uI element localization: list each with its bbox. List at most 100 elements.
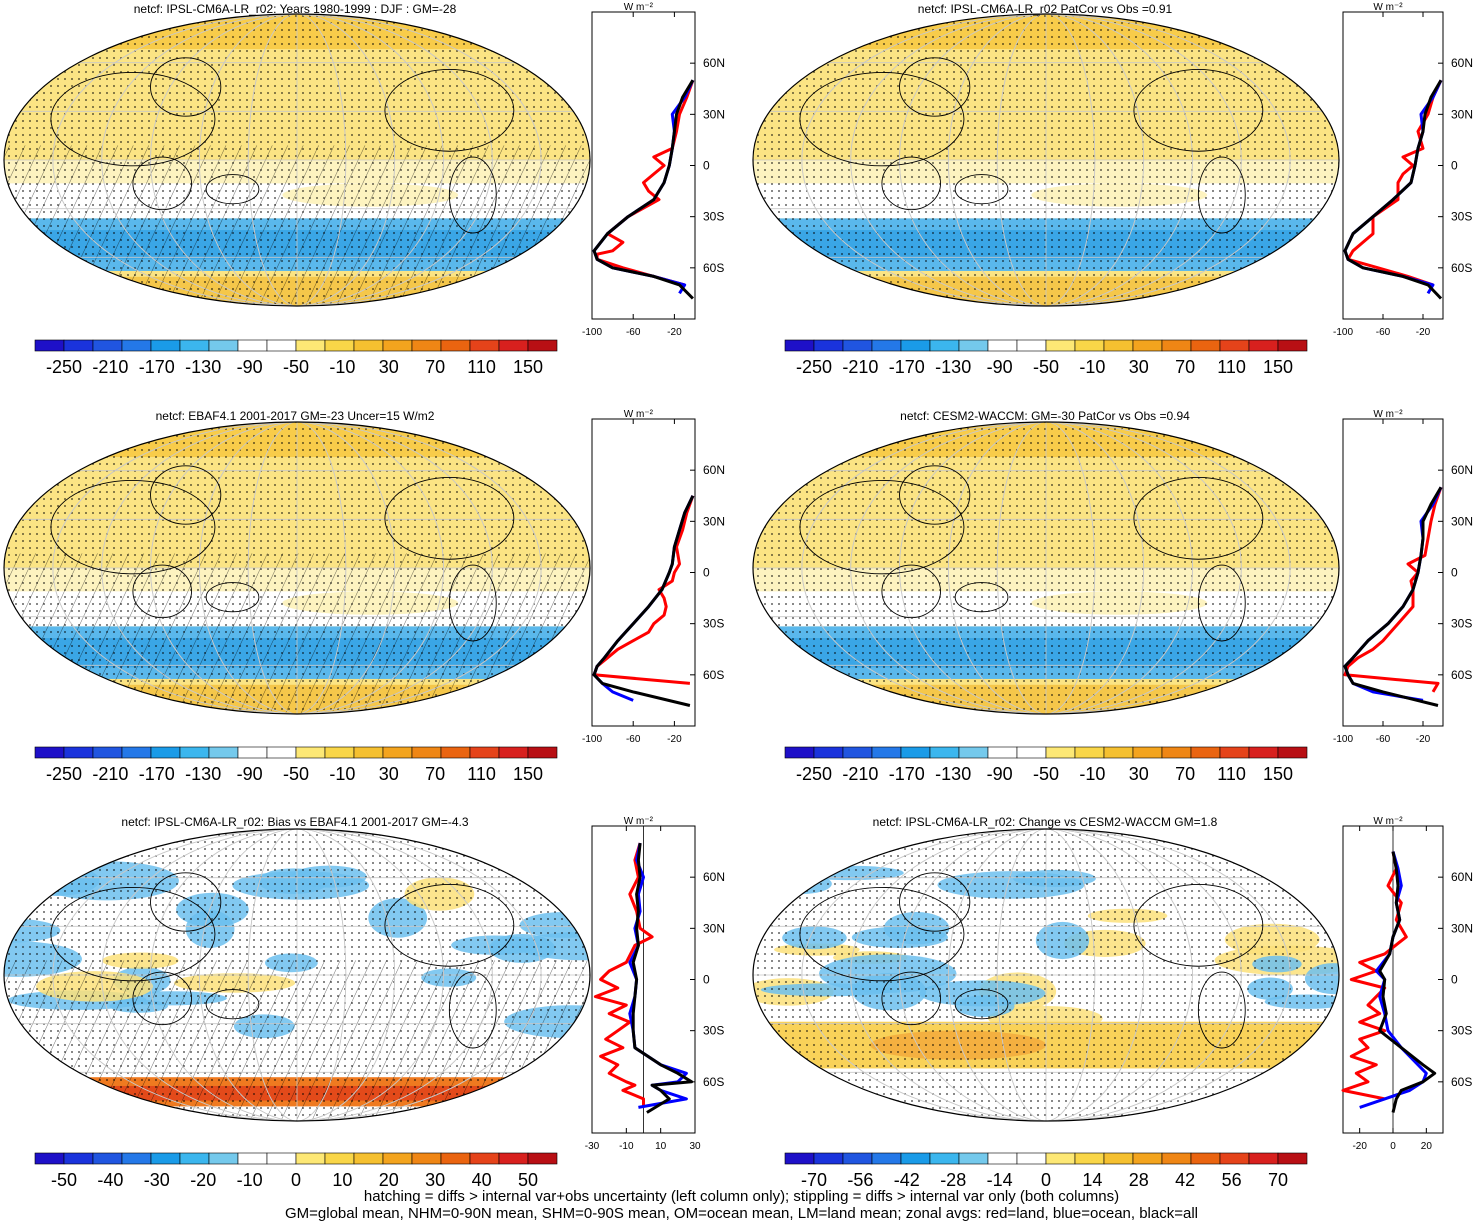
coastline <box>448 156 497 234</box>
colorbar-swatch <box>208 339 239 352</box>
colorbar-tick-label: -28 <box>940 1170 966 1190</box>
colorbar-swatch <box>1103 339 1134 352</box>
colorbar-tick-label: 0 <box>291 1170 301 1190</box>
colorbar-tick-label: -90 <box>987 357 1013 377</box>
zonal-series-line <box>1341 851 1408 1101</box>
panel-2: -250 -210 -170 -130 -90 -50 -10 30 70 110 150 60N 30… <box>752 2 1473 377</box>
colorbar-tick-label: -250 <box>46 357 82 377</box>
colorbar-tick-label: -170 <box>889 357 925 377</box>
colorbar-swatch <box>527 1152 558 1165</box>
graticule-lon <box>52 829 542 1121</box>
colorbar-tick-label: -50 <box>1033 357 1059 377</box>
panel-5: -50 -40 -30 -20 -10 0 10 20 30 40 50 60N 30N 0 30S 60S -… <box>3 816 725 1190</box>
y-tick-label: 60S <box>703 261 724 275</box>
colorbar-swatch <box>987 1152 1018 1165</box>
coastline <box>150 465 222 525</box>
colorbar-swatch <box>266 1152 297 1165</box>
colorbar-swatch <box>63 1152 94 1165</box>
colorbar-swatch <box>871 746 902 759</box>
coastline <box>384 884 515 967</box>
colorbar-swatch <box>958 746 989 759</box>
colorbar-tick-label: 110 <box>467 357 496 377</box>
colorbar-swatch <box>179 339 210 352</box>
coastline <box>1197 564 1246 642</box>
colorbar-swatch <box>1016 1152 1047 1165</box>
zonal-series-line <box>631 842 694 1114</box>
coastline <box>150 57 222 117</box>
y-tick-label: 0 <box>1451 566 1458 580</box>
coastline <box>448 564 497 642</box>
zonal-frame <box>591 11 696 320</box>
colorbar-swatch <box>1161 339 1192 352</box>
x-tick-label: 10 <box>655 1141 667 1152</box>
colorbar-tick-label: -10 <box>237 1170 263 1190</box>
y-tick-label: 60N <box>1451 463 1473 477</box>
colorbar-swatch <box>121 339 152 352</box>
graticule-lon <box>150 829 444 1121</box>
zonal-mean-plot: 60N 30N 0 30S 60S -100 -60 -20 W m⁻² <box>1333 409 1473 745</box>
colorbar-tick-label: -170 <box>889 764 925 784</box>
panel-6: -70 -56 -42 -28 -14 0 14 28 42 56 70 60N 30N 0 30S 60S -… <box>752 816 1473 1190</box>
colorbar-swatch <box>295 339 326 352</box>
graticule-lon <box>850 14 1242 306</box>
colorbar-tick-label: -30 <box>144 1170 170 1190</box>
panel-title-6: netcf: IPSL-CM6A-LR_r02: Change vs CESM2… <box>872 815 1218 829</box>
map-outline <box>3 828 591 1122</box>
colorbar-swatch <box>92 1152 123 1165</box>
x-tick-label: -20 <box>667 734 682 745</box>
colorbar-swatch <box>958 339 989 352</box>
colorbar-tick-label: 150 <box>1263 357 1293 377</box>
y-tick-label: 30N <box>703 921 725 935</box>
graticule-lon <box>801 829 1291 1121</box>
map-outline <box>752 421 1340 715</box>
colorbar-tick-label: -40 <box>97 1170 123 1190</box>
zonal-series-line <box>592 79 695 300</box>
unit-label: W m⁻² <box>624 2 654 13</box>
colorbar-tick-label: 28 <box>1129 1170 1149 1190</box>
colorbar-swatch <box>1132 339 1163 352</box>
colorbar-swatch <box>1219 746 1250 759</box>
colorbar-swatch <box>1045 339 1076 352</box>
colorbar-swatch <box>266 746 297 759</box>
graticule-lon <box>801 14 1291 306</box>
colorbar-tick-label: -14 <box>987 1170 1013 1190</box>
colorbar-tick-label: 40 <box>472 1170 492 1190</box>
colorbar-swatch <box>237 1152 268 1165</box>
colorbar-tick-label: 20 <box>379 1170 399 1190</box>
footer-line-2: GM=global mean, NHM=0-90N mean, SHM=0-90… <box>284 1205 1198 1222</box>
colorbar: -250 -210 -170 -130 -90 -50 -10 30 70 110 150 <box>34 746 558 784</box>
colorbar-swatch <box>1277 746 1308 759</box>
y-tick-label: 60N <box>703 463 725 477</box>
colorbar-tick-label: 70 <box>1175 357 1195 377</box>
colorbar-swatch <box>179 1152 210 1165</box>
y-tick-label: 30N <box>703 107 725 121</box>
graticule-lon <box>801 422 1291 714</box>
colorbar-tick-label: -20 <box>190 1170 216 1190</box>
y-tick-label: 0 <box>703 973 710 987</box>
y-tick-label: 60S <box>703 1075 724 1089</box>
graticule-lon <box>150 14 444 306</box>
colorbar-swatch <box>813 1152 844 1165</box>
colorbar-tick-label: 110 <box>467 764 496 784</box>
panel-title-2: netcf: IPSL-CM6A-LR_r02 PatCor vs Obs =0… <box>917 2 1173 16</box>
colorbar-tick-label: -210 <box>92 357 128 377</box>
coastline <box>205 582 260 613</box>
colorbar-swatch <box>34 746 65 759</box>
colorbar: -250 -210 -170 -130 -90 -50 -10 30 70 110 150 <box>34 339 558 377</box>
coastline <box>899 57 971 117</box>
colorbar-tick-label: 30 <box>1129 764 1149 784</box>
colorbar-swatch <box>440 746 471 759</box>
colorbar-swatch <box>150 1152 181 1165</box>
graticule-lon <box>101 14 493 306</box>
colorbar-tick-label: -50 <box>1033 764 1059 784</box>
zonal-mean-plot: 60N 30N 0 30S 60S -100 -60 -20 W m⁻² <box>582 2 725 338</box>
unit-label: W m⁻² <box>1373 409 1403 420</box>
graticule-lon <box>947 829 1145 1121</box>
colorbar-swatch <box>842 746 873 759</box>
colorbar-swatch <box>929 746 960 759</box>
colorbar-swatch <box>900 339 931 352</box>
x-tick-label: -60 <box>626 327 641 338</box>
coastline <box>1133 69 1264 152</box>
colorbar-swatch <box>208 746 239 759</box>
colorbar: -50 -40 -30 -20 -10 0 10 20 30 40 50 <box>34 1152 558 1190</box>
